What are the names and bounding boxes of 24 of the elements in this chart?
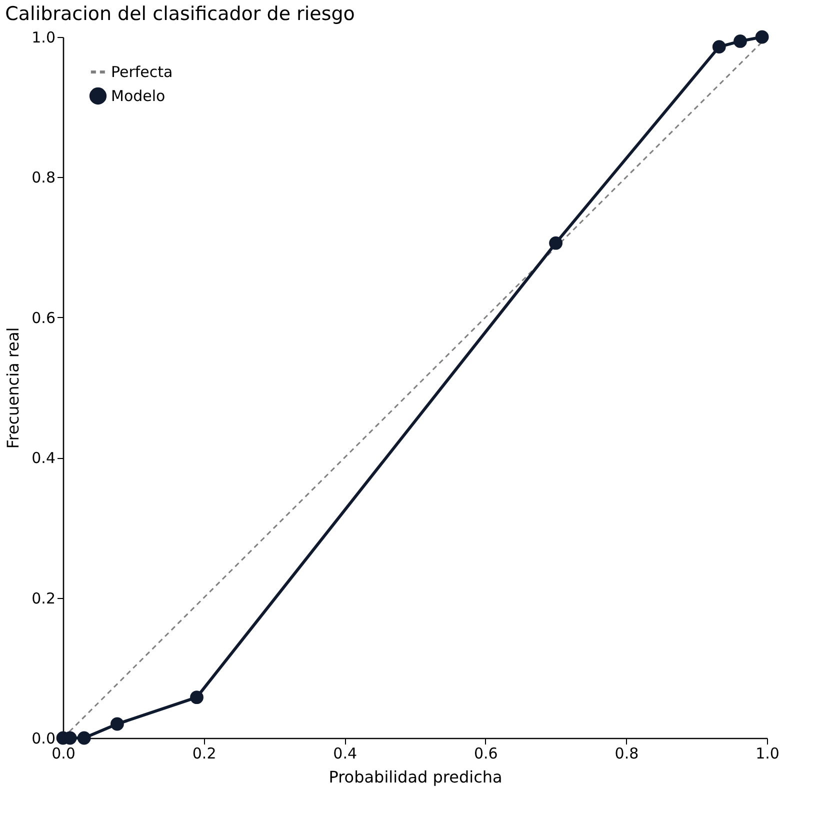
legend-label: Modelo [111, 87, 166, 105]
point [755, 30, 769, 44]
y-tick-label: 0.6 [32, 308, 56, 327]
point [549, 236, 563, 250]
y-tick-label: 0.4 [32, 449, 56, 468]
x-tick-label: 0.2 [192, 744, 216, 762]
point [190, 690, 204, 704]
x-axis-title: Probabilidad predicha [328, 768, 502, 786]
x-tick-label: 0.0 [52, 744, 76, 762]
chart-title: Calibracion del clasificador de riesgo [5, 3, 355, 25]
x-tick-label: 0.4 [333, 744, 358, 762]
y-tick-label: 0.2 [32, 589, 56, 608]
x-tick-label: 0.8 [614, 744, 639, 762]
y-tick-label: 0.8 [32, 168, 56, 187]
point [77, 731, 91, 745]
y-axis-title: Frecuencia real [4, 327, 23, 449]
y-tick-label: 0.0 [32, 730, 56, 748]
x-tick-label: 0.6 [474, 744, 498, 762]
point [110, 717, 124, 731]
point [734, 34, 747, 48]
y-tick-label: 1.0 [32, 28, 56, 46]
legend-label: Perfecta [111, 63, 173, 81]
point [712, 40, 726, 54]
x-tick-label: 1.0 [756, 744, 780, 762]
